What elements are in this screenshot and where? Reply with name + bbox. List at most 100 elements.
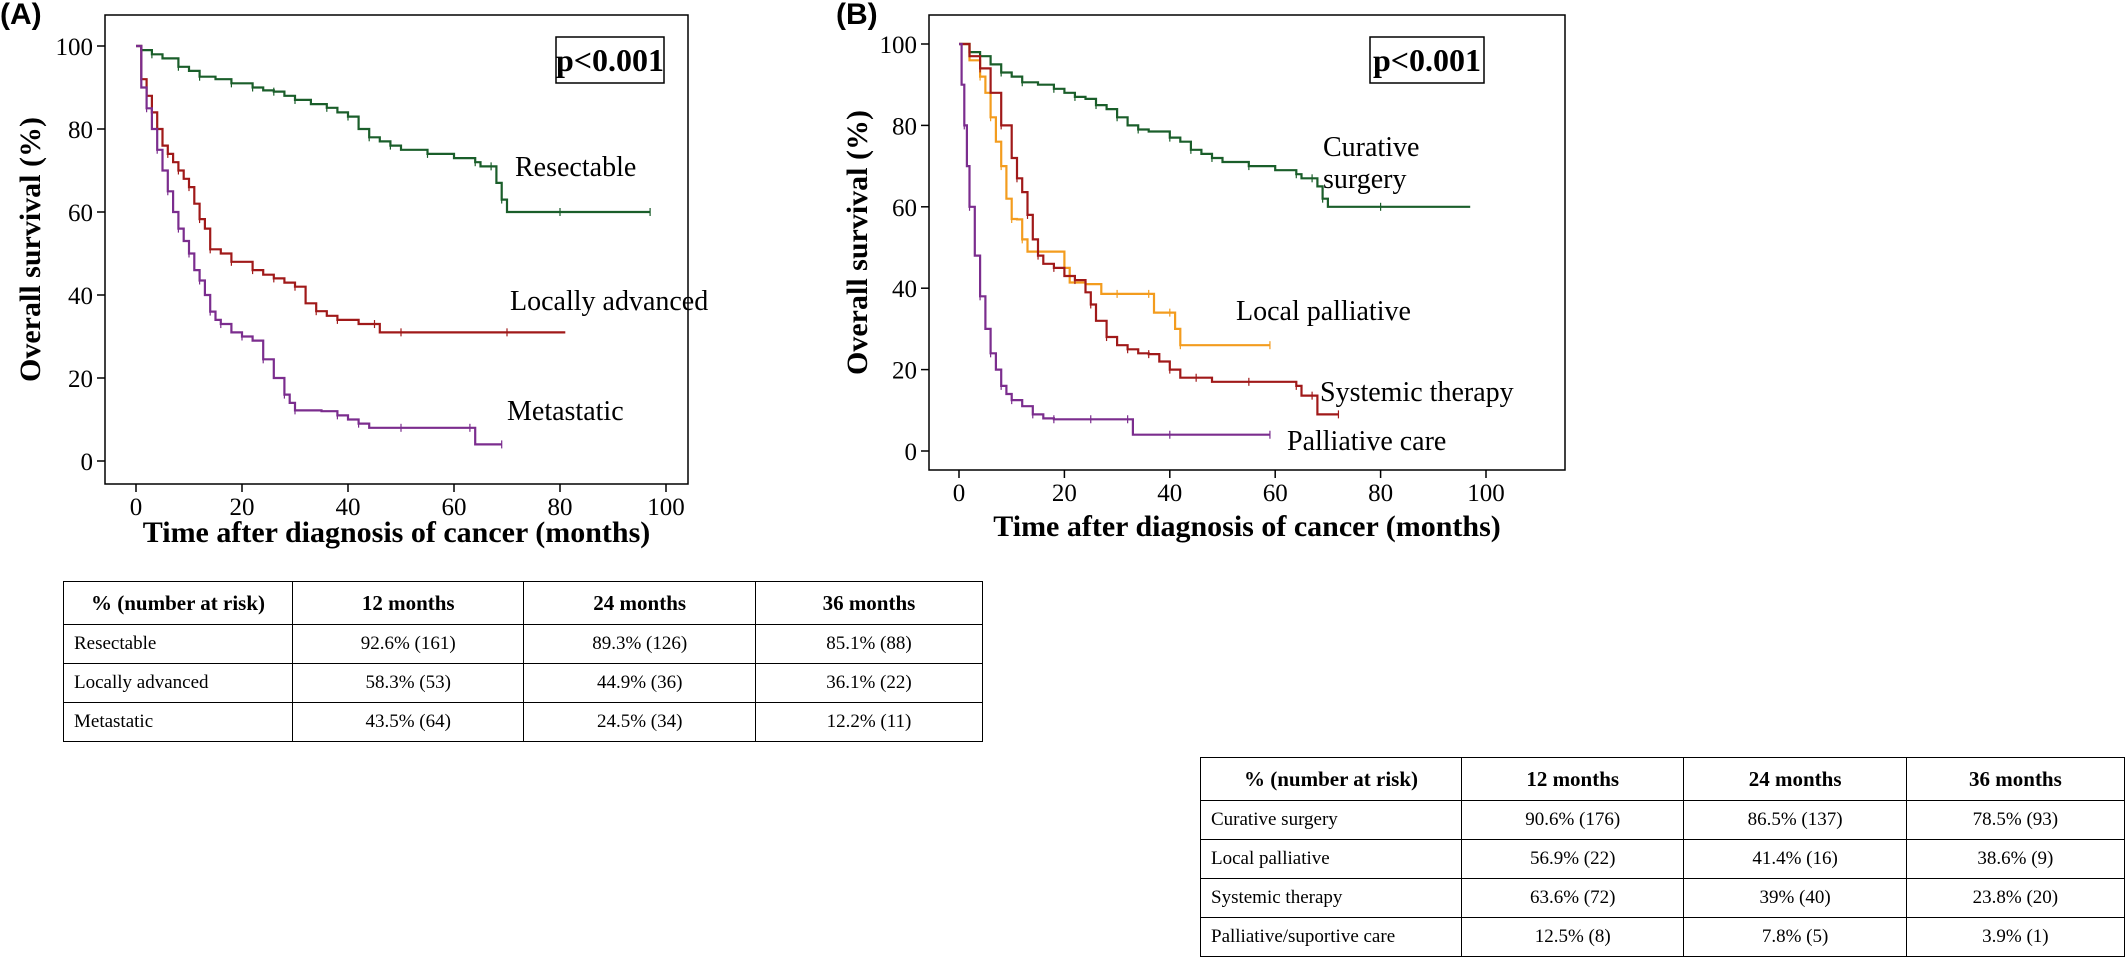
table-cell: 7.8% (5): [1683, 917, 1907, 957]
y-tick-label: 40: [892, 276, 917, 303]
y-tick-label: 0: [81, 449, 94, 476]
x-tick-label: 80: [548, 494, 573, 521]
table-cell: Palliative/suportive care: [1200, 917, 1462, 957]
table-cell: 78.5% (93): [1905, 800, 2126, 840]
p-value-label: p<0.001: [556, 42, 664, 78]
censor-marks-1: [979, 72, 1271, 350]
table-cell: Metastatic: [63, 702, 293, 742]
table-cell: 58.3% (53): [291, 663, 525, 703]
p-value-box: [1369, 36, 1485, 84]
y-tick-label: 0: [905, 439, 918, 466]
table-cell: Locally advanced: [63, 663, 293, 703]
table-header-cell: % (number at risk): [1200, 757, 1462, 801]
table-cell: 43.5% (64): [291, 702, 525, 742]
y-axis-title: Overall survival (%): [841, 110, 874, 375]
y-tick-label: 80: [892, 113, 917, 140]
series-label: Resectable: [515, 152, 636, 183]
table-header-row: % (number at risk) 12 months 24 months 3…: [63, 581, 984, 625]
table-header-cell: 24 months: [1683, 757, 1907, 801]
table-cell: Resectable: [63, 624, 293, 664]
x-tick-label: 40: [1157, 480, 1182, 507]
table-cell: Local palliative: [1200, 839, 1462, 879]
risk-table-b: % (number at risk) 12 months 24 months 3…: [1200, 757, 2126, 957]
survival-curve-2: [959, 42, 1339, 416]
y-tick-label: 100: [56, 34, 94, 61]
x-tick-label: 60: [1263, 480, 1288, 507]
x-axis-title: Time after diagnosis of cancer (months): [993, 510, 1500, 543]
censor-marks-0: [151, 50, 651, 216]
plot-frame: [928, 14, 1566, 471]
table-cell: 41.4% (16): [1683, 839, 1907, 879]
survival-curve-0: [136, 44, 651, 214]
plot-frame: [104, 14, 689, 485]
table-cell: 86.5% (137): [1683, 800, 1907, 840]
table-cell: 56.9% (22): [1460, 839, 1685, 879]
table-cell: Curative surgery: [1200, 800, 1462, 840]
table-header-cell: 12 months: [291, 581, 525, 625]
table-cell: 90.6% (176): [1460, 800, 1685, 840]
table-cell: 85.1% (88): [754, 624, 984, 664]
table-header-cell: 36 months: [754, 581, 984, 625]
table-cell: 92.6% (161): [291, 624, 525, 664]
table-row: Metastatic 43.5% (64) 24.5% (34) 12.2% (…: [63, 702, 984, 742]
survival-curve-1: [959, 42, 1270, 347]
x-tick-label: 0: [130, 494, 143, 521]
panel-label-a: (A): [0, 0, 42, 31]
x-tick-label: 20: [230, 494, 255, 521]
series-label: Systemic therapy: [1320, 377, 1514, 408]
table-cell: 12.5% (8): [1460, 917, 1685, 957]
censor-marks-3: [963, 121, 1271, 439]
table-cell: 12.2% (11): [754, 702, 984, 742]
table-row: Locally advanced 58.3% (53) 44.9% (36) 3…: [63, 663, 984, 703]
table-header-row: % (number at risk) 12 months 24 months 3…: [1200, 757, 2126, 801]
table-cell: Systemic therapy: [1200, 878, 1462, 918]
y-tick-label: 100: [880, 32, 918, 59]
y-tick-label: 20: [892, 358, 917, 385]
x-tick-label: 80: [1368, 480, 1393, 507]
table-cell: 38.6% (9): [1905, 839, 2126, 879]
survival-curve-1: [136, 44, 566, 334]
series-label: Curative: [1323, 132, 1419, 163]
y-tick-label: 40: [68, 283, 93, 310]
series-label: Local palliative: [1236, 296, 1411, 327]
p-value-box: [555, 36, 665, 84]
table-cell: 44.9% (36): [523, 663, 756, 703]
table-row: Palliative/suportive care 12.5% (8) 7.8%…: [1200, 917, 2126, 957]
table-cell: 36.1% (22): [754, 663, 984, 703]
table-cell: 23.8% (20): [1905, 878, 2126, 918]
table-cell: 24.5% (34): [523, 702, 756, 742]
survival-curve-3: [959, 42, 1270, 436]
x-tick-label: 40: [336, 494, 361, 521]
x-tick-label: 20: [1052, 480, 1077, 507]
series-label: surgery: [1323, 164, 1406, 195]
x-axis-title: Time after diagnosis of cancer (months): [143, 516, 650, 549]
table-header-cell: 36 months: [1905, 757, 2126, 801]
series-label: Metastatic: [507, 396, 624, 427]
x-tick-label: 60: [442, 494, 467, 521]
y-axis-title: Overall survival (%): [14, 117, 47, 382]
table-cell: 63.6% (72): [1460, 878, 1685, 918]
y-tick-label: 20: [68, 366, 93, 393]
table-cell: 39% (40): [1683, 878, 1907, 918]
table-cell: 89.3% (126): [523, 624, 756, 664]
censor-marks-2: [146, 104, 503, 449]
series-label: Palliative care: [1287, 426, 1446, 457]
y-tick-label: 80: [68, 117, 93, 144]
p-value-label: p<0.001: [1373, 42, 1481, 78]
table-header-cell: % (number at risk): [63, 581, 293, 625]
table-row: Local palliative 56.9% (22) 41.4% (16) 3…: [1200, 839, 2126, 879]
table-header-cell: 24 months: [523, 581, 756, 625]
table-header-cell: 12 months: [1460, 757, 1685, 801]
table-cell: 3.9% (1): [1905, 917, 2126, 957]
panel-label-b: (B): [836, 0, 878, 31]
x-tick-label: 100: [647, 494, 685, 521]
series-label: Locally advanced: [510, 286, 708, 317]
x-tick-label: 100: [1467, 480, 1505, 507]
risk-table-a: % (number at risk) 12 months 24 months 3…: [63, 581, 984, 742]
table-row: Curative surgery 90.6% (176) 86.5% (137)…: [1200, 800, 2126, 840]
x-tick-label: 0: [953, 480, 966, 507]
censor-marks-2: [979, 64, 1340, 419]
table-row: Systemic therapy 63.6% (72) 39% (40) 23.…: [1200, 878, 2126, 918]
